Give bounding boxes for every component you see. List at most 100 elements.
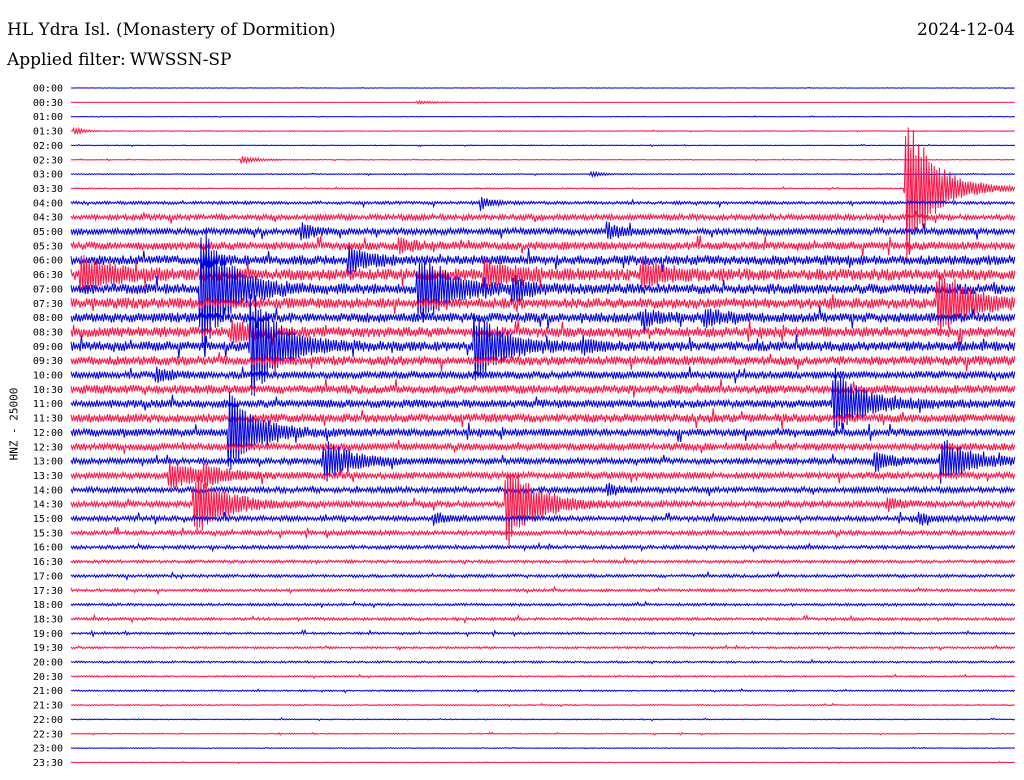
trace-line [70, 155, 1015, 165]
tick-label: 15:00 [33, 514, 63, 525]
trace-line [70, 644, 1016, 652]
tick-label: 09:30 [33, 356, 63, 367]
trace-line [70, 245, 1016, 275]
tick-label: 03:00 [33, 170, 63, 181]
trace-line [70, 482, 1016, 497]
tick-label: 13:30 [33, 471, 63, 482]
tick-label: 17:00 [33, 571, 63, 582]
trace-line [70, 460, 1016, 490]
trace-line [70, 235, 1016, 256]
trace-line [70, 746, 1016, 750]
tick-label: 20:30 [33, 672, 63, 683]
trace-line [70, 439, 1016, 484]
tick-label: 04:00 [33, 198, 63, 209]
trace-line [70, 717, 1016, 722]
tick-label: 02:30 [33, 155, 63, 166]
trace-line [70, 221, 1016, 241]
tick-label: 05:30 [33, 241, 63, 252]
tick-label: 10:00 [33, 371, 63, 382]
tick-label: 01:30 [33, 127, 63, 138]
trace-line [70, 408, 1016, 429]
tick-label: 21:00 [33, 686, 63, 697]
trace-line [70, 115, 1015, 118]
trace-line [70, 378, 1016, 398]
tick-label: 07:30 [33, 299, 63, 310]
trace-line [70, 366, 1016, 384]
trace-line [70, 305, 1016, 334]
tick-label: 05:00 [33, 227, 63, 238]
trace-line [70, 613, 1016, 625]
trace-line [70, 170, 1016, 179]
trace-line [70, 556, 1016, 566]
tick-label: 06:30 [33, 270, 63, 281]
trace-line [70, 472, 1016, 547]
tick-label: 00:30 [33, 98, 63, 109]
tick-label: 04:30 [33, 213, 63, 224]
tick-label: 23:00 [33, 744, 63, 755]
trace-line [70, 211, 1016, 224]
tick-label: 12:30 [33, 442, 63, 453]
tick-label: 19:00 [33, 629, 63, 640]
trace-line [70, 293, 1016, 397]
tick-label: 11:30 [33, 414, 63, 425]
trace-line [70, 731, 1016, 736]
filter-line: Applied filter: WWSSN-SP [7, 52, 231, 69]
trace-line [70, 439, 1016, 454]
trace-line [70, 628, 1016, 638]
trace-line [70, 585, 1016, 596]
tick-label: 14:00 [33, 485, 63, 496]
trace-line [70, 702, 1016, 708]
trace-line [70, 196, 1016, 211]
tick-label: 15:30 [33, 528, 63, 539]
tick-label: 07:00 [33, 284, 63, 295]
tick-label: 01:00 [33, 112, 63, 123]
filter-label: Applied filter: [7, 50, 126, 70]
trace-line [70, 391, 1016, 470]
trace-line [70, 271, 1016, 332]
tick-label: 18:00 [33, 600, 63, 611]
tick-label: 11:00 [33, 399, 63, 410]
plot-date: 2024-12-04 [916, 20, 1015, 40]
tick-label: 23:30 [33, 758, 63, 769]
tick-label: 06:00 [33, 256, 63, 267]
trace-line [70, 99, 1015, 105]
trace-line [70, 511, 1016, 526]
trace-line [70, 570, 1016, 582]
trace-line [70, 541, 1016, 554]
trace-line [70, 760, 1015, 764]
tick-label: 00:00 [33, 84, 63, 95]
trace-line [70, 86, 1015, 90]
trace-line [70, 600, 1016, 609]
tick-label: 12:00 [33, 428, 63, 439]
tick-label: 08:00 [33, 313, 63, 324]
tick-label: 02:00 [33, 141, 63, 152]
trace-line [70, 688, 1016, 694]
tick-label: 09:00 [33, 342, 63, 353]
tick-label: 16:30 [33, 557, 63, 568]
station-title: HL Ydra Isl. (Monastery of Dormition) [7, 20, 336, 40]
tick-label: 21:30 [33, 701, 63, 712]
tick-label: 22:30 [33, 729, 63, 740]
tick-label: 10:30 [33, 385, 63, 396]
trace-line [70, 318, 1016, 346]
tick-label: 03:30 [33, 184, 63, 195]
tick-label: 16:00 [33, 543, 63, 554]
tick-label: 08:30 [33, 327, 63, 338]
trace-line [70, 127, 1016, 264]
filter-value: WWSSN-SP [129, 50, 232, 70]
tick-label: 13:00 [33, 457, 63, 468]
tick-label: 20:00 [33, 658, 63, 669]
trace-line [70, 255, 1016, 295]
tick-label: 14:30 [33, 500, 63, 511]
trace-line [70, 352, 1016, 372]
trace-line [70, 143, 1016, 148]
trace-line [70, 673, 1016, 680]
tick-label: 17:30 [33, 586, 63, 597]
trace-line [70, 527, 1016, 539]
tick-label: 19:30 [33, 643, 63, 654]
tick-label: 18:30 [33, 614, 63, 625]
trace-line [70, 658, 1016, 665]
tick-label: 22:00 [33, 715, 63, 726]
trace-line [70, 126, 1016, 136]
